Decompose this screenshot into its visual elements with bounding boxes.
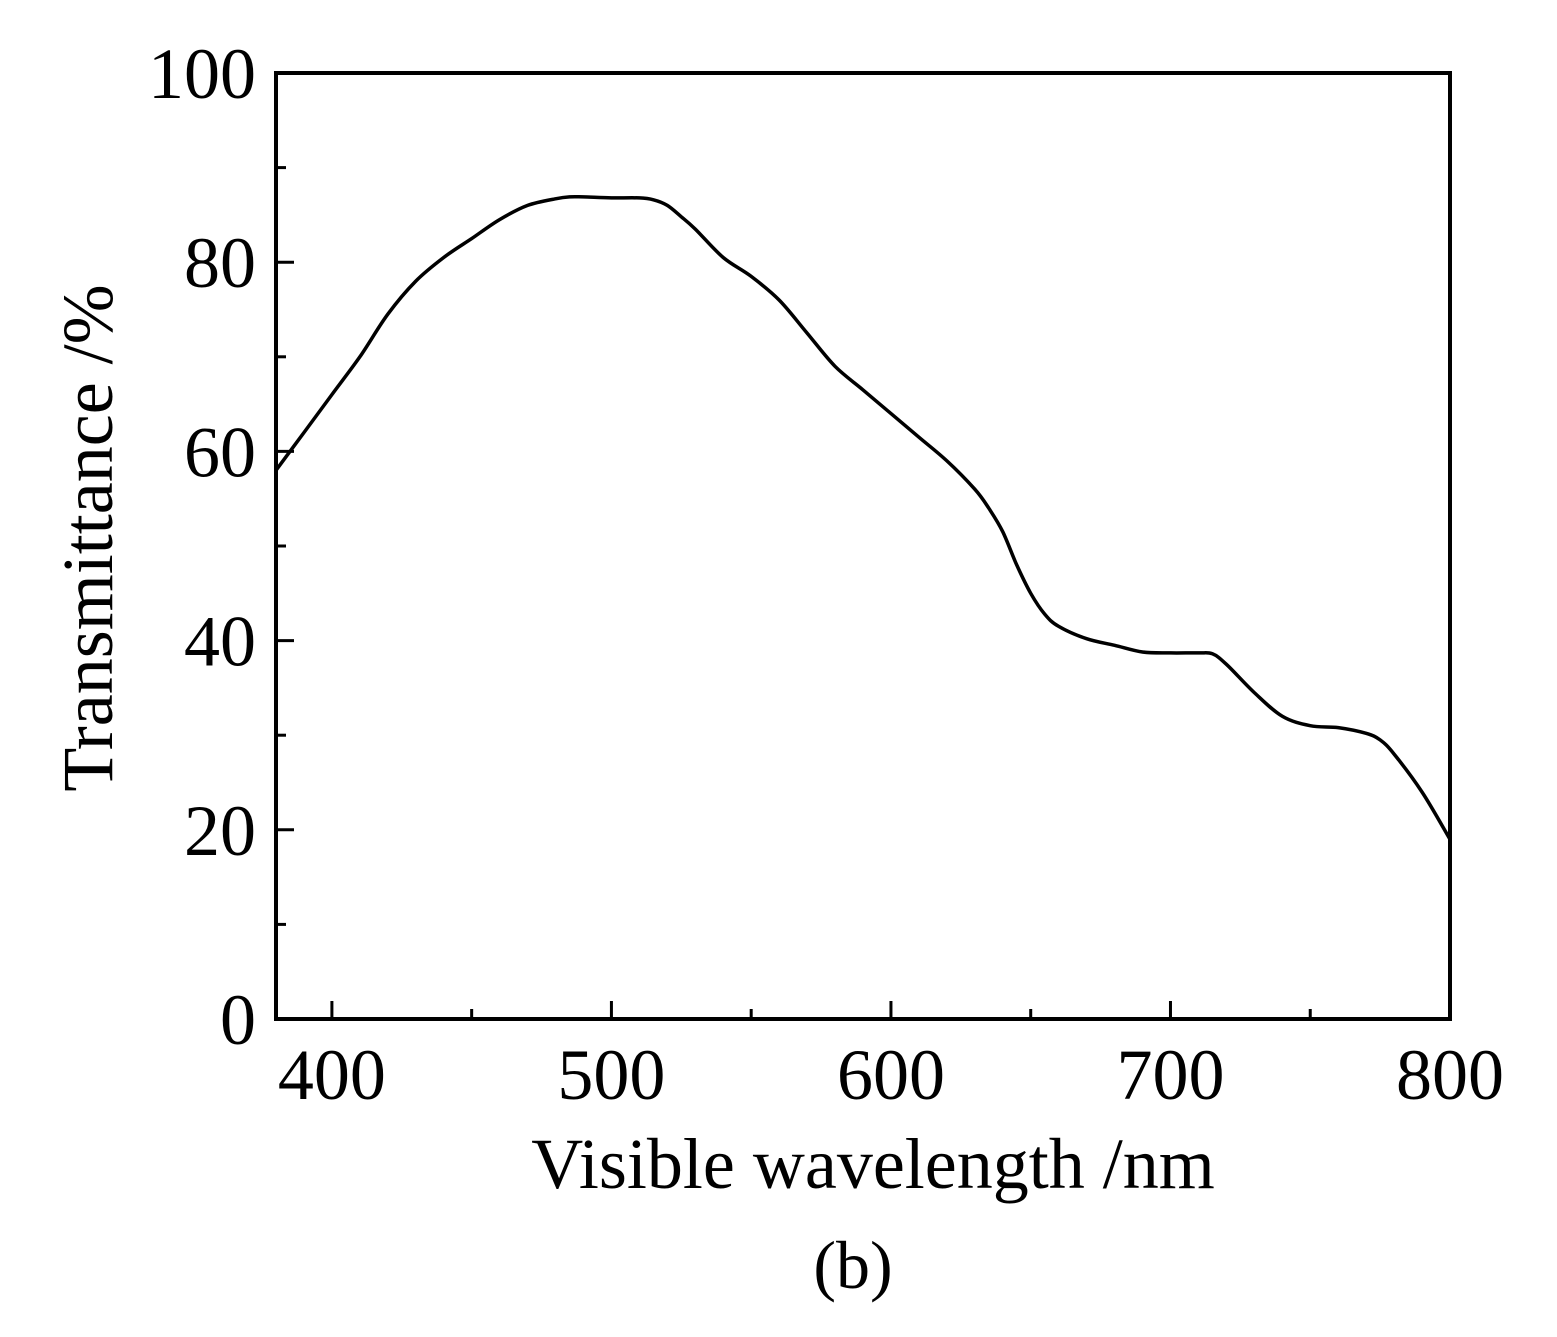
y-tick-label: 0	[220, 980, 256, 1060]
plot-frame	[274, 71, 1452, 1021]
x-tick-label: 600	[837, 1035, 945, 1115]
y-tick-label: 100	[148, 34, 256, 114]
major-ticks	[276, 71, 1452, 1021]
figure-caption: (b)	[813, 1227, 892, 1303]
x-tick-label: 700	[1116, 1035, 1224, 1115]
x-tick-label: 400	[278, 1035, 386, 1115]
x-tick-labels: 400 500 600 700 800	[278, 1035, 1504, 1115]
y-tick-label: 80	[184, 223, 256, 303]
x-tick-label: 500	[557, 1035, 665, 1115]
y-tick-label: 40	[184, 602, 256, 682]
y-tick-labels: 0 20 40 60 80 100	[148, 34, 256, 1060]
y-tick-label: 60	[184, 412, 256, 492]
y-axis-title: Transmittance /%	[48, 284, 128, 791]
minor-ticks	[276, 166, 1312, 1019]
x-tick-label: 800	[1396, 1035, 1504, 1115]
transmittance-line	[274, 194, 1452, 842]
x-axis-title: Visible wavelength /nm	[531, 1124, 1215, 1204]
y-tick-label: 20	[184, 791, 256, 871]
